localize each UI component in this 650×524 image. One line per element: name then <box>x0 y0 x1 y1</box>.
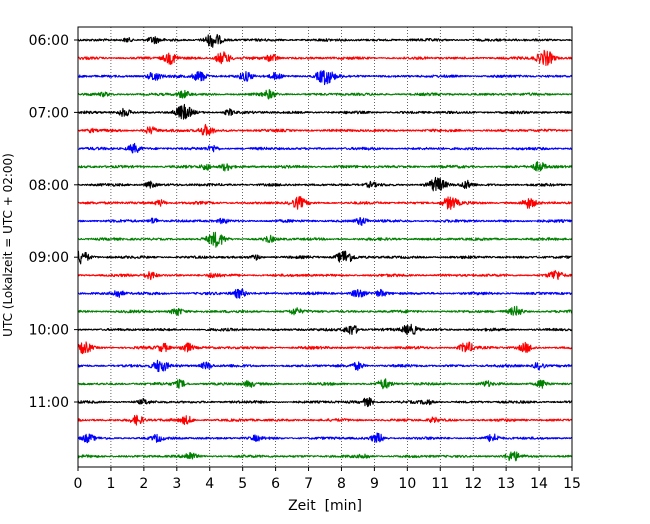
y-tick-label: 11:00 <box>29 395 69 411</box>
trace-line <box>77 270 573 281</box>
trace-line <box>77 142 573 154</box>
trace-line <box>77 397 573 408</box>
grid-layer <box>110 27 540 467</box>
y-tick-label: 07:00 <box>29 105 69 121</box>
x-tick-label: 14 <box>530 476 548 492</box>
trace-line <box>77 161 573 172</box>
trace-line <box>77 89 573 100</box>
x-tick-label: 3 <box>172 476 181 492</box>
x-tick-label: 8 <box>337 476 346 492</box>
x-tick-label: 11 <box>431 476 449 492</box>
trace-line <box>77 123 573 136</box>
x-axis-ticks: 0 1 2 3 4 5 6 7 8 9 10 11 12 13 14 15 <box>74 467 581 492</box>
trace-line <box>77 49 573 66</box>
trace-line <box>77 323 573 336</box>
x-tick-label: 9 <box>370 476 379 492</box>
x-tick-label: 15 <box>563 476 581 492</box>
x-tick-label: 2 <box>139 476 148 492</box>
trace-line <box>77 378 573 390</box>
trace-line <box>77 451 573 462</box>
y-tick-label: 10:00 <box>29 323 69 339</box>
trace-line <box>77 196 573 210</box>
x-tick-label: 10 <box>398 476 416 492</box>
trace-line <box>77 216 573 226</box>
trace-line <box>77 305 573 317</box>
x-tick-label: 6 <box>271 476 280 492</box>
trace-line <box>77 250 573 265</box>
x-tick-label: 5 <box>238 476 247 492</box>
plot-frame <box>77 26 573 468</box>
y-tick-label: 09:00 <box>29 250 69 266</box>
x-axis-label: Zeit [min] <box>288 498 362 514</box>
x-tick-label: 4 <box>205 476 214 492</box>
x-tick-label: 0 <box>74 476 83 492</box>
y-tick-label: 08:00 <box>29 178 69 194</box>
trace-line <box>77 70 573 86</box>
trace-line <box>77 288 573 299</box>
x-tick-label: 12 <box>464 476 482 492</box>
trace-line <box>77 176 573 192</box>
axes-layer <box>77 26 573 468</box>
trace-line <box>77 414 573 426</box>
x-tick-label: 1 <box>106 476 115 492</box>
trace-line <box>77 231 573 248</box>
trace-line <box>77 341 573 355</box>
y-axis-label: UTC (Lokalzeit = UTC + 02:00) <box>1 153 15 337</box>
trace-layer <box>77 33 573 462</box>
x-tick-label: 13 <box>497 476 515 492</box>
x-tick-label: 7 <box>304 476 313 492</box>
trace-line <box>77 33 573 48</box>
trace-line <box>77 103 573 120</box>
y-tick-label: 06:00 <box>29 33 69 49</box>
trace-line <box>77 359 573 373</box>
y-axis-ticks: 06:00 07:00 08:00 09:00 10:00 11:00 <box>29 33 78 411</box>
trace-line <box>77 432 573 444</box>
